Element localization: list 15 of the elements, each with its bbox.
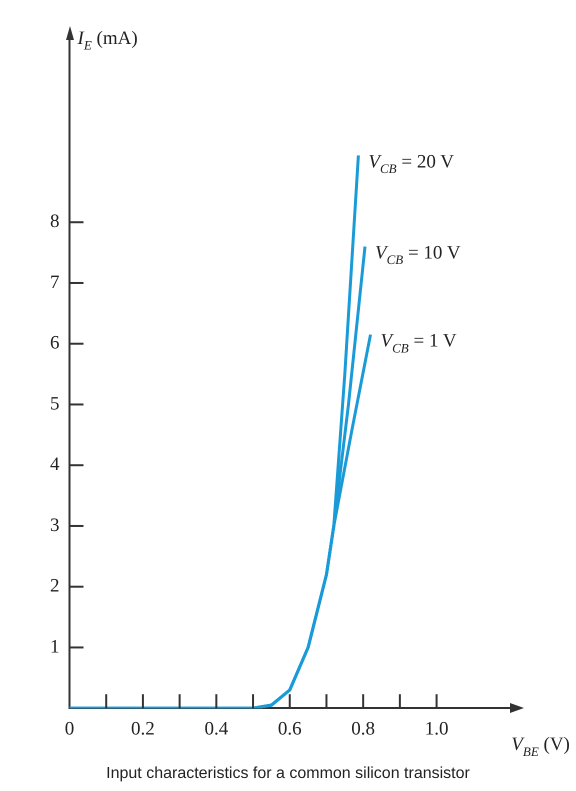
y-tick-label: 7 bbox=[50, 272, 60, 293]
text: Input characteristics for a common silicon transistor bbox=[106, 765, 471, 782]
y-tick-label: 4 bbox=[50, 454, 60, 476]
x-tick-label: 0.2 bbox=[131, 718, 155, 740]
x-tick-label: 1.0 bbox=[424, 718, 448, 740]
x-tick-label: 0.4 bbox=[204, 718, 229, 740]
y-tick-label: 5 bbox=[50, 393, 60, 414]
y-tick-label: 8 bbox=[50, 211, 60, 232]
y-tick-label: 3 bbox=[50, 514, 60, 536]
x-tick-label: 0.8 bbox=[351, 718, 376, 740]
y-tick-label: 6 bbox=[50, 332, 60, 354]
x-tick-label: 0.6 bbox=[278, 718, 302, 740]
y-tick-label: 2 bbox=[50, 576, 60, 597]
y-tick-label: 1 bbox=[50, 636, 60, 658]
x-tick-label: 0 bbox=[64, 718, 74, 740]
